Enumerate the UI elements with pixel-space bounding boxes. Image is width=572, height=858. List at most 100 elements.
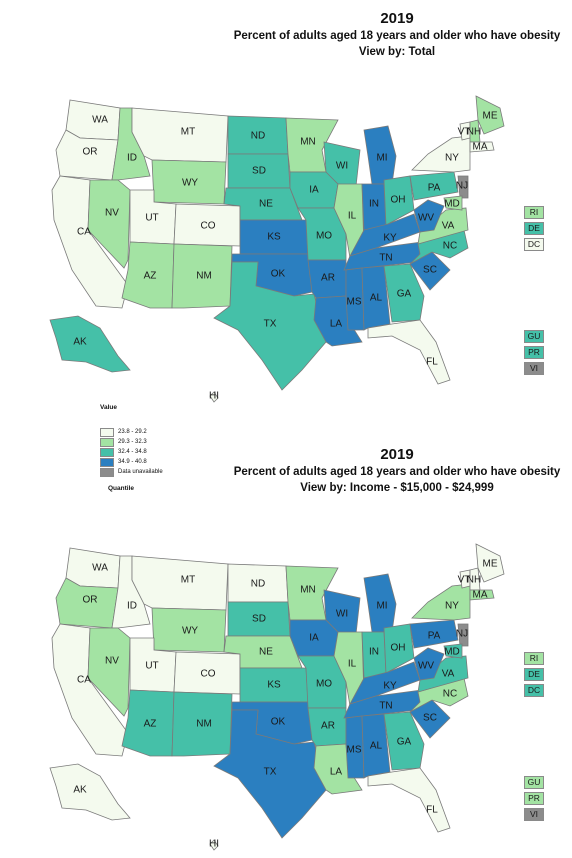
legend-swatch xyxy=(100,447,114,457)
state-md[interactable] xyxy=(443,643,463,659)
state-nc[interactable] xyxy=(409,677,469,713)
state-wv[interactable] xyxy=(413,647,445,681)
state-label-tn: TN xyxy=(379,701,392,712)
state-label-ma: MA xyxy=(473,590,488,601)
state-me[interactable] xyxy=(475,95,505,135)
legend-swatch xyxy=(100,457,114,467)
state-nm[interactable] xyxy=(171,243,233,309)
state-nv[interactable] xyxy=(87,179,131,269)
territory-box-pr[interactable]: PR xyxy=(524,792,544,805)
state-label-ia: IA xyxy=(309,633,319,644)
territory-box-de[interactable]: DE xyxy=(524,222,544,235)
state-ga[interactable] xyxy=(383,263,425,323)
state-ma[interactable] xyxy=(469,141,495,153)
state-label-la: LA xyxy=(330,767,343,778)
view-by-label: View by: Income - $15,000 - $24,999 xyxy=(300,482,494,494)
state-label-vt: VT xyxy=(458,575,471,586)
state-label-nv: NV xyxy=(105,208,119,219)
state-hi[interactable] xyxy=(209,391,219,403)
state-label-md: MD xyxy=(444,647,460,658)
state-label-ar: AR xyxy=(321,721,335,732)
state-ma[interactable] xyxy=(469,589,495,601)
state-label-mi: MI xyxy=(376,153,387,164)
state-va[interactable] xyxy=(417,655,469,693)
state-label-co: CO xyxy=(201,221,216,232)
state-nv[interactable] xyxy=(87,627,131,717)
territory-box-ri[interactable]: RI xyxy=(524,206,544,219)
state-label-oh: OH xyxy=(391,195,406,206)
state-label-ma: MA xyxy=(473,142,488,153)
legend-row: 32.4 - 34.8 xyxy=(100,447,220,457)
state-label-in: IN xyxy=(369,647,379,658)
state-label-hi: HI xyxy=(209,839,219,850)
legend-title: Value xyxy=(100,404,117,411)
state-nj[interactable] xyxy=(457,175,469,199)
state-hi[interactable] xyxy=(209,839,219,851)
state-nc[interactable] xyxy=(409,229,469,265)
state-label-nm: NM xyxy=(196,271,212,282)
state-tx[interactable] xyxy=(213,261,327,391)
legend-footer: Quantile xyxy=(108,485,135,492)
state-va[interactable] xyxy=(417,207,469,245)
state-label-ga: GA xyxy=(397,289,412,300)
state-label-nd: ND xyxy=(251,131,265,142)
legend-row: 23.8 - 29.2 xyxy=(100,427,220,437)
state-label-vt: VT xyxy=(458,127,471,138)
state-ga[interactable] xyxy=(383,711,425,771)
state-label-md: MD xyxy=(444,199,460,210)
state-nm[interactable] xyxy=(171,691,233,757)
legend-label: 23.8 - 29.2 xyxy=(118,429,147,435)
state-label-la: LA xyxy=(330,319,343,330)
territory-box-vi[interactable]: VI xyxy=(524,362,544,375)
state-label-ut: UT xyxy=(145,213,158,224)
state-label-ok: OK xyxy=(271,717,286,728)
state-label-fl: FL xyxy=(426,805,438,816)
state-label-ut: UT xyxy=(145,661,158,672)
state-ms[interactable] xyxy=(345,267,365,331)
state-ny[interactable] xyxy=(411,135,471,173)
legend-label: 29.3 - 32.3 xyxy=(118,439,147,445)
state-fl[interactable] xyxy=(367,767,451,833)
state-ak[interactable] xyxy=(49,315,131,373)
state-label-ms: MS xyxy=(347,297,362,308)
state-me[interactable] xyxy=(475,543,505,583)
state-label-wa: WA xyxy=(92,115,108,126)
state-oh[interactable] xyxy=(383,623,415,675)
state-pa[interactable] xyxy=(409,619,459,649)
state-wv[interactable] xyxy=(413,199,445,233)
state-ms[interactable] xyxy=(345,715,365,779)
state-label-mn: MN xyxy=(300,137,316,148)
state-label-ca: CA xyxy=(77,227,91,238)
territory-box-de[interactable]: DE xyxy=(524,668,544,681)
state-label-tx: TX xyxy=(264,319,277,330)
territory-box-dc[interactable]: DC xyxy=(524,684,544,697)
state-ny[interactable] xyxy=(411,583,471,621)
state-label-sd: SD xyxy=(252,614,266,625)
territory-box-gu[interactable]: GU xyxy=(524,330,544,343)
territory-box-pr[interactable]: PR xyxy=(524,346,544,359)
state-label-ak: AK xyxy=(73,337,87,348)
territory-box-gu[interactable]: GU xyxy=(524,776,544,789)
state-nj[interactable] xyxy=(457,623,469,647)
territory-box-ri[interactable]: RI xyxy=(524,652,544,665)
state-label-sc: SC xyxy=(423,265,437,276)
state-label-mi: MI xyxy=(376,601,387,612)
us-choropleth-map: WA OR CA ID NV MT WY UT CO AZ NM ND SD NE KS OK TX MN IA MO… xyxy=(49,543,505,851)
territory-box-vi[interactable]: VI xyxy=(524,808,544,821)
state-md[interactable] xyxy=(443,195,463,211)
territory-box-dc[interactable]: DC xyxy=(524,238,544,251)
legend-label: 32.4 - 34.8 xyxy=(118,449,147,455)
state-fl[interactable] xyxy=(367,319,451,385)
state-label-ms: MS xyxy=(347,745,362,756)
state-oh[interactable] xyxy=(383,175,415,227)
legend-label: Data unavailable xyxy=(118,469,163,475)
state-label-nm: NM xyxy=(196,719,212,730)
state-tx[interactable] xyxy=(213,709,327,839)
state-label-wa: WA xyxy=(92,563,108,574)
state-label-ks: KS xyxy=(267,680,281,691)
state-label-mo: MO xyxy=(316,231,332,242)
us-choropleth-map: WA OR CA ID NV MT WY UT CO AZ NM ND SD NE KS OK TX MN IA MO… xyxy=(49,95,505,403)
state-ak[interactable] xyxy=(49,763,131,821)
map-panel-income: 2019 Percent of adults aged 18 years and… xyxy=(0,446,572,858)
state-pa[interactable] xyxy=(409,171,459,201)
